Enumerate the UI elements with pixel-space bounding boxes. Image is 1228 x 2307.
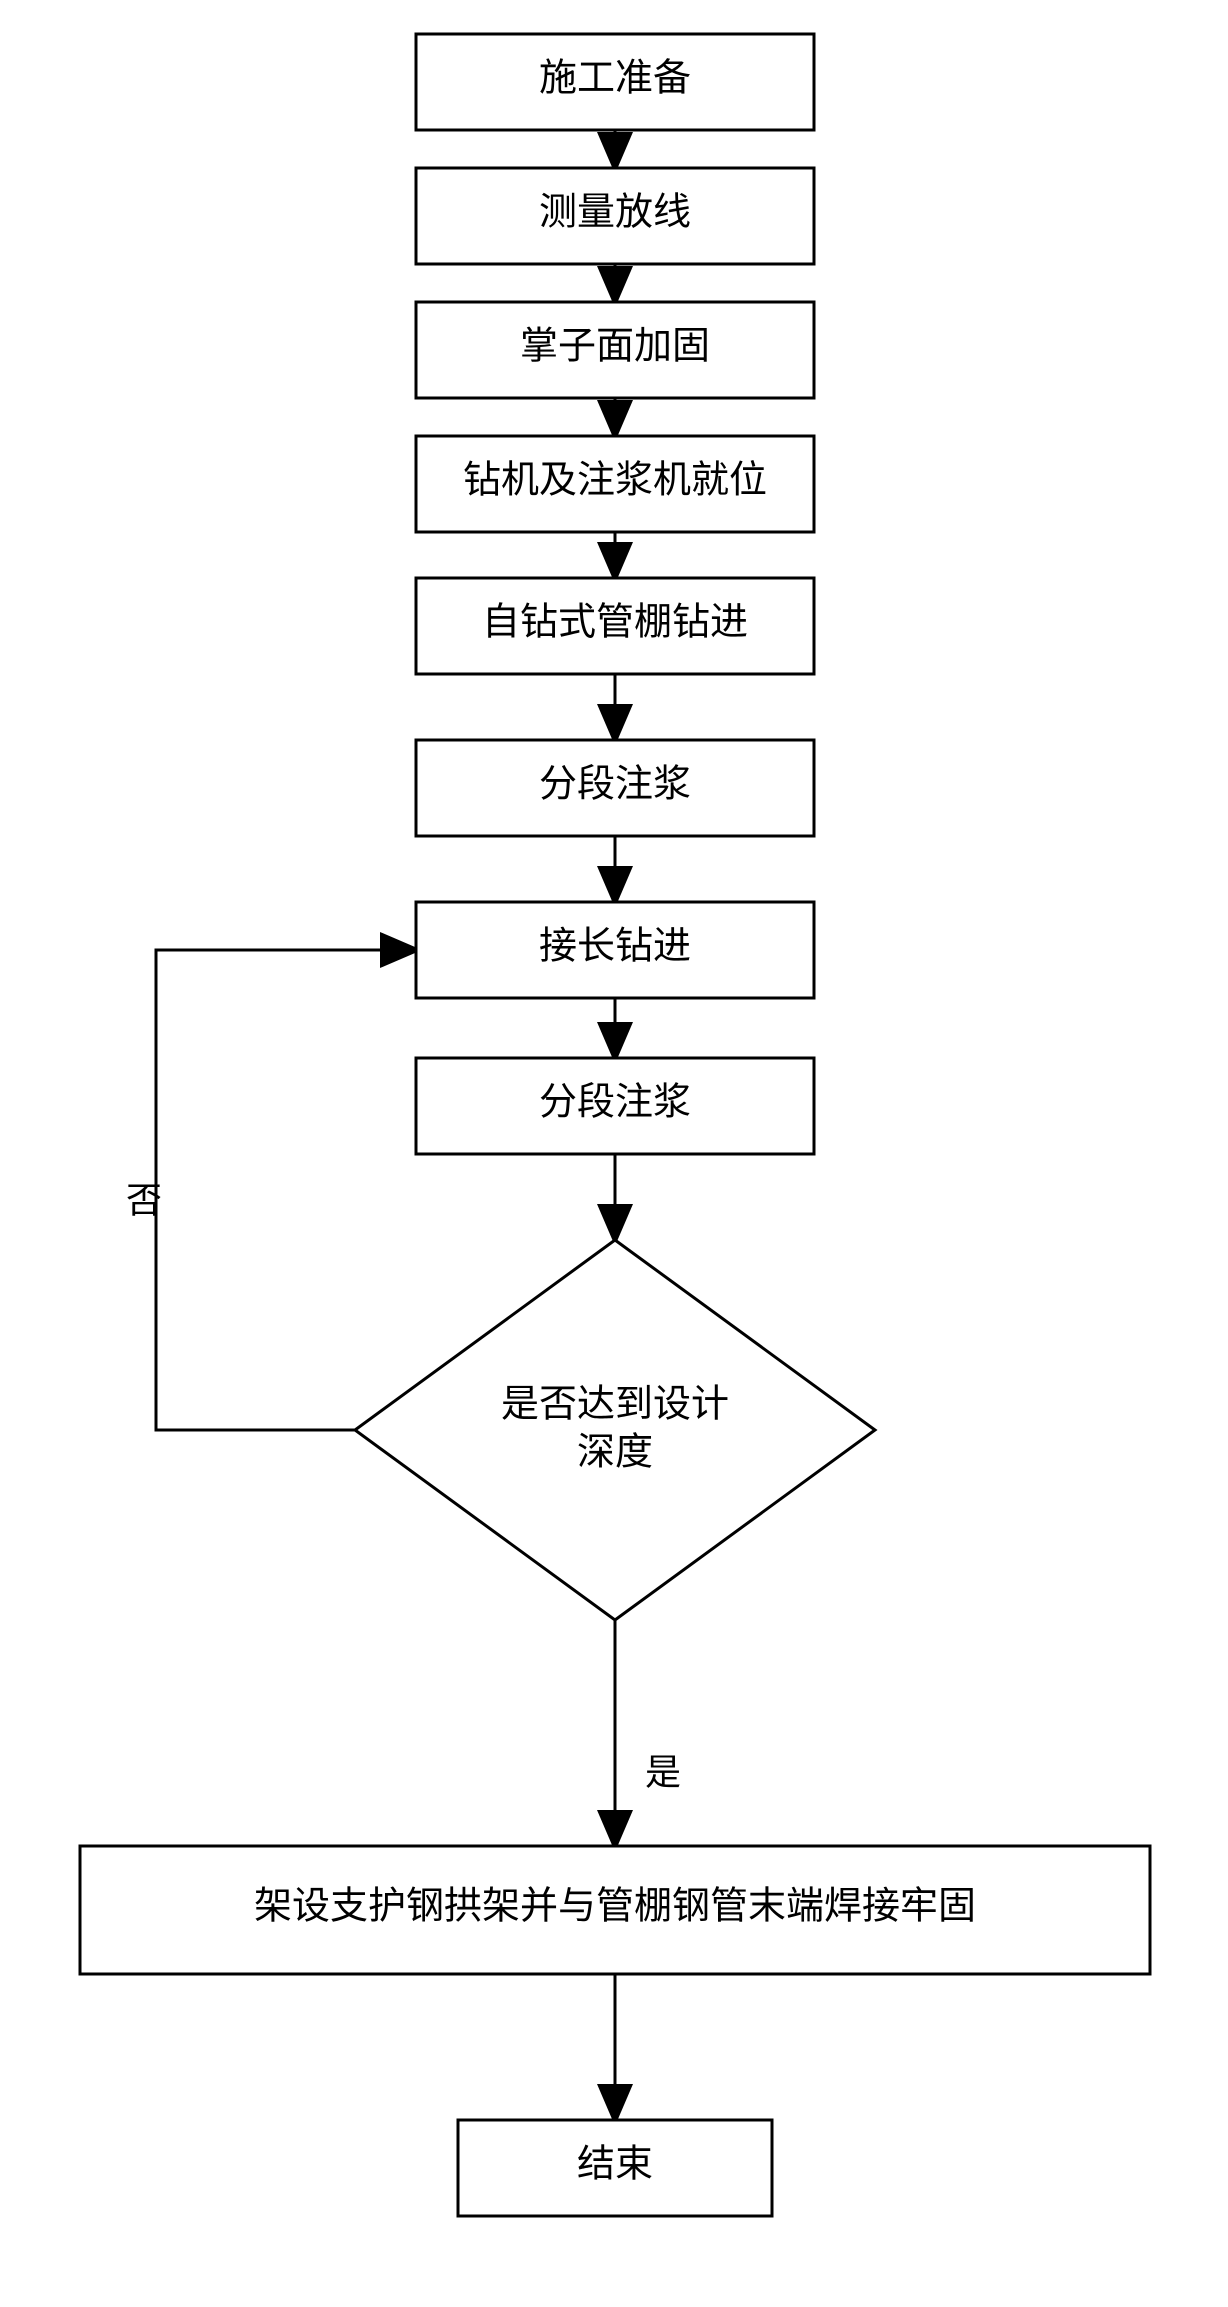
node-label-n5: 自钻式管棚钻进 — [482, 602, 748, 644]
node-label-d1-line1: 是否达到设计 — [501, 1384, 729, 1426]
node-label-n2: 测量放线 — [539, 192, 691, 234]
edge-d1-n7 — [156, 950, 416, 1430]
node-label-n6: 分段注浆 — [539, 764, 691, 806]
node-label-n4: 钻机及注浆机就位 — [463, 460, 767, 502]
node-label-n7: 接长钻进 — [539, 926, 691, 968]
node-d1 — [355, 1240, 875, 1620]
node-label-d1-line2: 深度 — [577, 1432, 653, 1474]
node-label-n3: 掌子面加固 — [520, 326, 710, 368]
node-label-n10: 结束 — [577, 2144, 653, 2186]
node-label-n8: 分段注浆 — [539, 1082, 691, 1124]
edge-label-d1-n7: 否 — [126, 1180, 162, 1220]
node-label-n1: 施工准备 — [539, 58, 691, 100]
flowchart-diagram: 施工准备测量放线掌子面加固钻机及注浆机就位自钻式管棚钻进分段注浆接长钻进分段注浆… — [0, 0, 1228, 2307]
node-label-n9: 架设支护钢拱架并与管棚钢管末端焊接牢固 — [254, 1886, 976, 1928]
edge-label-d1-n9: 是 — [645, 1752, 681, 1792]
